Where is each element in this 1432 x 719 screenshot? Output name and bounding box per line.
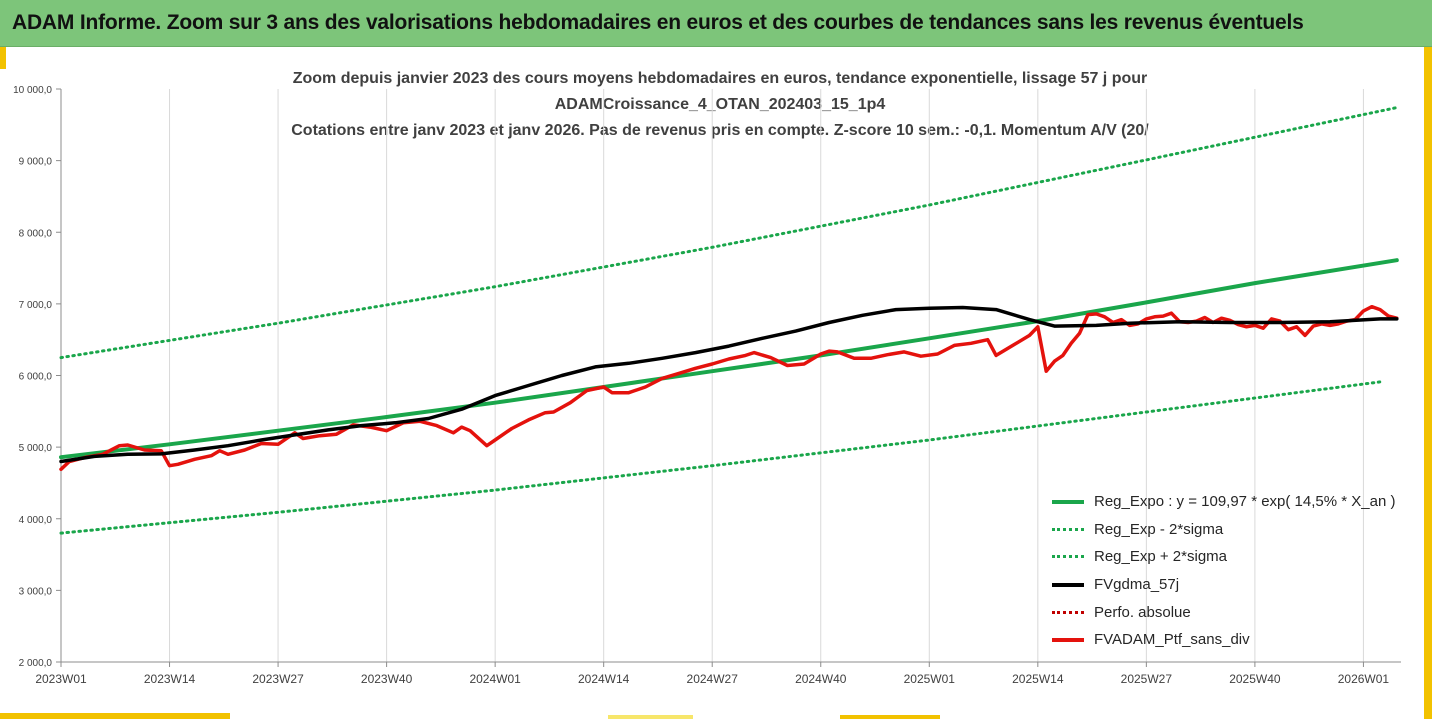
y-tick-label: 9 000,0 xyxy=(19,157,53,168)
x-tick-label: 2024W01 xyxy=(469,672,521,686)
accent-bar-bottom-middle xyxy=(608,715,693,719)
x-tick-label: 2023W27 xyxy=(252,672,304,686)
series-upper-band xyxy=(59,106,1399,360)
accent-bar-right xyxy=(1424,47,1432,719)
y-tick-label: 7 000,0 xyxy=(19,300,53,311)
y-tick-label: 4 000,0 xyxy=(19,515,53,526)
series-lower-band xyxy=(59,380,1382,535)
series-fvgdma-57j xyxy=(59,305,1399,464)
axes xyxy=(56,88,1401,667)
chart-title-line-1: Zoom depuis janvier 2023 des cours moyen… xyxy=(292,70,1148,87)
x-tick-label: 2023W01 xyxy=(35,672,87,686)
legend-item: Reg_Expo : y = 109,97 * exp( 14,5% * X_a… xyxy=(1052,488,1412,516)
x-tick-label: 2025W40 xyxy=(1229,672,1281,686)
y-tick-label: 5 000,0 xyxy=(19,443,53,454)
chart-title-line-2: ADAMCroissance_4_OTAN_202403_15_1p4 xyxy=(554,96,886,113)
banner-title: ADAM Informe. Zoom sur 3 ans des valoris… xyxy=(12,11,1304,34)
legend-item: Reg_Exp + 2*sigma xyxy=(1052,543,1412,571)
legend-swatch xyxy=(1052,610,1084,614)
y-tick-label: 10 000,0 xyxy=(13,85,52,96)
legend-label: Reg_Expo : y = 109,97 * exp( 14,5% * X_a… xyxy=(1094,493,1396,511)
legend-item: FVADAM_Ptf_sans_div xyxy=(1052,626,1412,654)
y-tick-label: 3 000,0 xyxy=(19,586,53,597)
chart-title: Zoom depuis janvier 2023 des cours moyen… xyxy=(250,66,1190,144)
x-tick-labels: 2023W01 2023W14 2023W27 2023W40 2024W01 2024W… xyxy=(35,672,1389,686)
accent-bar-bottom-left xyxy=(0,713,230,719)
x-tick-label: 2024W27 xyxy=(687,672,739,686)
series-fvadam-price xyxy=(59,304,1399,472)
chart-title-line-3: Cotations entre janv 2023 et janv 2026. … xyxy=(291,122,1149,139)
y-tick-label: 8 000,0 xyxy=(19,228,53,239)
legend-swatch xyxy=(1052,637,1084,642)
accent-bar-bottom-right xyxy=(840,715,940,719)
series-reg-expo xyxy=(59,258,1399,460)
accent-bar-left xyxy=(0,47,6,69)
legend-item: Perfo. absolue xyxy=(1052,598,1412,626)
x-tick-label: 2026W01 xyxy=(1338,672,1390,686)
series-lines xyxy=(59,106,1399,535)
legend-label: Perfo. absolue xyxy=(1094,603,1191,621)
legend-item: FVgdma_57j xyxy=(1052,571,1412,599)
legend-label: Reg_Exp - 2*sigma xyxy=(1094,520,1224,538)
x-tick-label: 2025W27 xyxy=(1121,672,1173,686)
legend-swatch xyxy=(1052,527,1084,531)
y-tick-label: 6 000,0 xyxy=(19,372,53,383)
x-tick-label: 2023W40 xyxy=(361,672,413,686)
y-tick-labels: 2 000,0 3 000,0 4 000,0 5 000,0 6 000,0 7 000… xyxy=(13,85,52,669)
legend-label: Reg_Exp + 2*sigma xyxy=(1094,548,1227,566)
legend-swatch xyxy=(1052,582,1084,587)
y-tick-label: 2 000,0 xyxy=(19,658,53,669)
legend-swatch xyxy=(1052,555,1084,559)
x-tick-label: 2024W40 xyxy=(795,672,847,686)
legend-item: Reg_Exp - 2*sigma xyxy=(1052,516,1412,544)
legend-swatch xyxy=(1052,499,1084,504)
x-tick-label: 2025W14 xyxy=(1012,672,1064,686)
x-tick-label: 2024W14 xyxy=(578,672,630,686)
x-tick-label: 2023W14 xyxy=(144,672,196,686)
x-tick-label: 2025W01 xyxy=(904,672,956,686)
header-banner: ADAM Informe. Zoom sur 3 ans des valoris… xyxy=(0,0,1432,47)
legend-label: FVADAM_Ptf_sans_div xyxy=(1094,631,1250,649)
grid-lines xyxy=(169,89,1364,662)
legend: Reg_Expo : y = 109,97 * exp( 14,5% * X_a… xyxy=(1052,488,1412,654)
legend-label: FVgdma_57j xyxy=(1094,576,1180,594)
